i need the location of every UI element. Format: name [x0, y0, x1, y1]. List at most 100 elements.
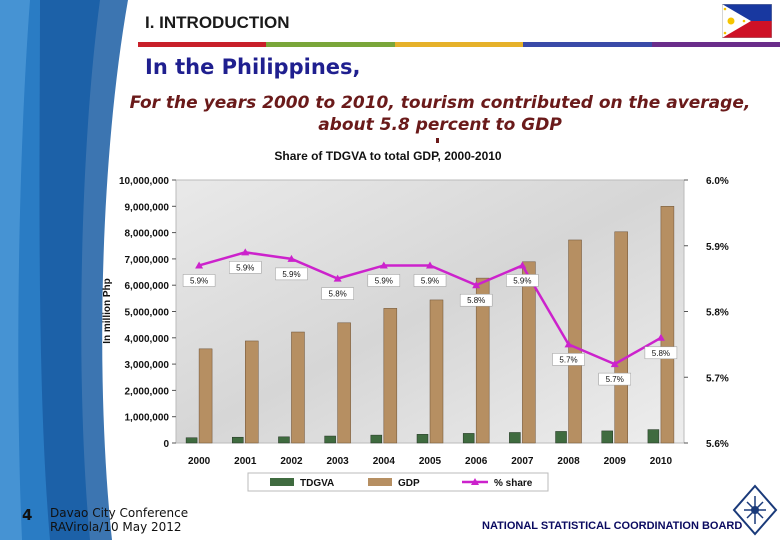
gdp-bar: [198, 348, 213, 444]
share-data-label: 5.8%: [652, 349, 670, 358]
left-tick-label: 9,000,000: [125, 202, 170, 213]
share-point: [518, 261, 527, 269]
y-axis-label: In million Php: [102, 278, 113, 344]
left-tick-label: 4,000,000: [125, 334, 170, 345]
left-tick-label: 10,000,000: [119, 176, 169, 187]
x-tick-label: 2003: [327, 456, 350, 467]
author-date: RAVirola/10 May 2012: [50, 520, 182, 534]
gdp-bar: [337, 322, 351, 444]
left-tick-label: 0: [163, 439, 169, 450]
left-tick-label: 3,000,000: [125, 360, 170, 371]
right-tick-label: 5.9%: [706, 242, 729, 253]
legend-tdgva-swatch: [270, 478, 294, 486]
tdgva-bar: [647, 429, 660, 444]
chart-title: Share of TDGVA to total GDP, 2000-2010: [274, 149, 502, 163]
gdp-bar: [475, 277, 490, 444]
share-label-box: [644, 346, 678, 360]
share-data-label: 5.9%: [513, 276, 531, 285]
legend-gdp-swatch: [368, 478, 392, 486]
color-strip: [138, 42, 780, 47]
section-title: I. INTRODUCTION: [145, 13, 290, 32]
right-tick-label: 5.8%: [706, 308, 729, 319]
x-tick-label: 2002: [280, 456, 303, 467]
x-tick-label: 2010: [650, 456, 673, 467]
share-point: [564, 340, 573, 348]
share-label-box: [229, 261, 262, 274]
conference-name: Davao City Conference: [50, 506, 189, 520]
share-label-box: [506, 274, 539, 287]
tdgva-bar: [232, 436, 244, 444]
share-point: [195, 261, 204, 269]
subtitle: In the Philippines,: [145, 55, 361, 79]
x-tick-label: 2009: [604, 456, 627, 467]
share-data-label: 5.8%: [467, 296, 485, 305]
x-tick-label: 2008: [557, 456, 580, 467]
gdp-bar: [660, 206, 675, 444]
x-tick-label: 2001: [234, 456, 257, 467]
gdp-bar: [429, 299, 444, 444]
footer-conference-info: Davao City Conference RAVirola/10 May 20…: [50, 506, 188, 534]
x-tick-label: 2004: [373, 456, 396, 467]
share-point: [426, 261, 434, 269]
left-tick-label: 1,000,000: [125, 413, 170, 424]
right-tick-label: 6.0%: [706, 176, 729, 187]
left-tick-label: 6,000,000: [125, 281, 170, 292]
tdgva-bar: [462, 433, 475, 444]
share-point: [656, 333, 665, 341]
tdgva-bar: [509, 432, 521, 444]
tdgva-gdp-chart: Share of TDGVA to total GDP, 2000-2010 I…: [102, 149, 729, 492]
legend-tdgva-label: TDGVA: [300, 478, 334, 489]
x-tick-label: 2005: [419, 456, 442, 467]
share-label-box: [275, 267, 308, 281]
tdgva-bar: [601, 430, 613, 444]
share-point: [610, 360, 619, 368]
gdp-bar: [614, 231, 628, 444]
share-data-label: 5.7%: [606, 375, 624, 384]
bullet-mark: [436, 138, 439, 143]
gdp-bar: [568, 239, 582, 444]
share-label-box: [182, 274, 216, 287]
x-tick-label: 2000: [188, 456, 211, 467]
share-data-label: 5.7%: [559, 355, 577, 364]
share-point: [287, 254, 296, 262]
share-label-box: [598, 372, 631, 386]
left-tick-label: 5,000,000: [125, 308, 170, 319]
tdgva-bar: [370, 434, 383, 444]
tdgva-bar: [324, 435, 336, 444]
share-data-label: 5.8%: [329, 290, 347, 299]
left-decorative-bar: [0, 0, 128, 540]
left-tick-label: 7,000,000: [125, 255, 170, 266]
share-label-box: [413, 274, 447, 287]
left-tick-label: 8,000,000: [125, 229, 170, 240]
share-label-box: [459, 293, 493, 307]
x-tick-label: 2007: [511, 456, 534, 467]
slide-number: 4: [22, 506, 33, 524]
share-data-label: 5.9%: [236, 263, 254, 272]
right-tick-label: 5.6%: [706, 439, 729, 450]
gdp-bar: [383, 308, 398, 444]
legend-share-marker: [471, 478, 479, 485]
share-label-box: [321, 287, 354, 300]
tdgva-bar: [416, 434, 429, 444]
organization-name: NATIONAL STATISTICAL COORDINATION BOARD: [482, 520, 743, 532]
right-tick-label: 5.7%: [706, 373, 729, 384]
share-data-label: 5.9%: [282, 270, 300, 279]
share-point: [472, 281, 481, 289]
lead-text: For the years 2000 to 2010, tourism cont…: [129, 93, 751, 135]
legend-box: [247, 472, 549, 492]
gdp-bar: [291, 331, 305, 444]
gdp-bar: [522, 261, 536, 444]
share-data-label: 5.9%: [190, 276, 208, 285]
gdp-bar: [245, 340, 259, 444]
share-data-label: 5.9%: [421, 276, 439, 285]
share-point: [333, 274, 342, 282]
philippine-flag-icon: [722, 4, 772, 38]
share-point: [241, 248, 250, 256]
share-point: [379, 261, 388, 269]
share-data-label: 5.9%: [375, 276, 393, 285]
tdgva-bar: [278, 436, 290, 444]
left-tick-label: 2,000,000: [125, 386, 170, 397]
legend-share-label: % share: [494, 478, 533, 489]
tdgva-bar: [555, 431, 567, 444]
share-label-box: [552, 353, 585, 366]
